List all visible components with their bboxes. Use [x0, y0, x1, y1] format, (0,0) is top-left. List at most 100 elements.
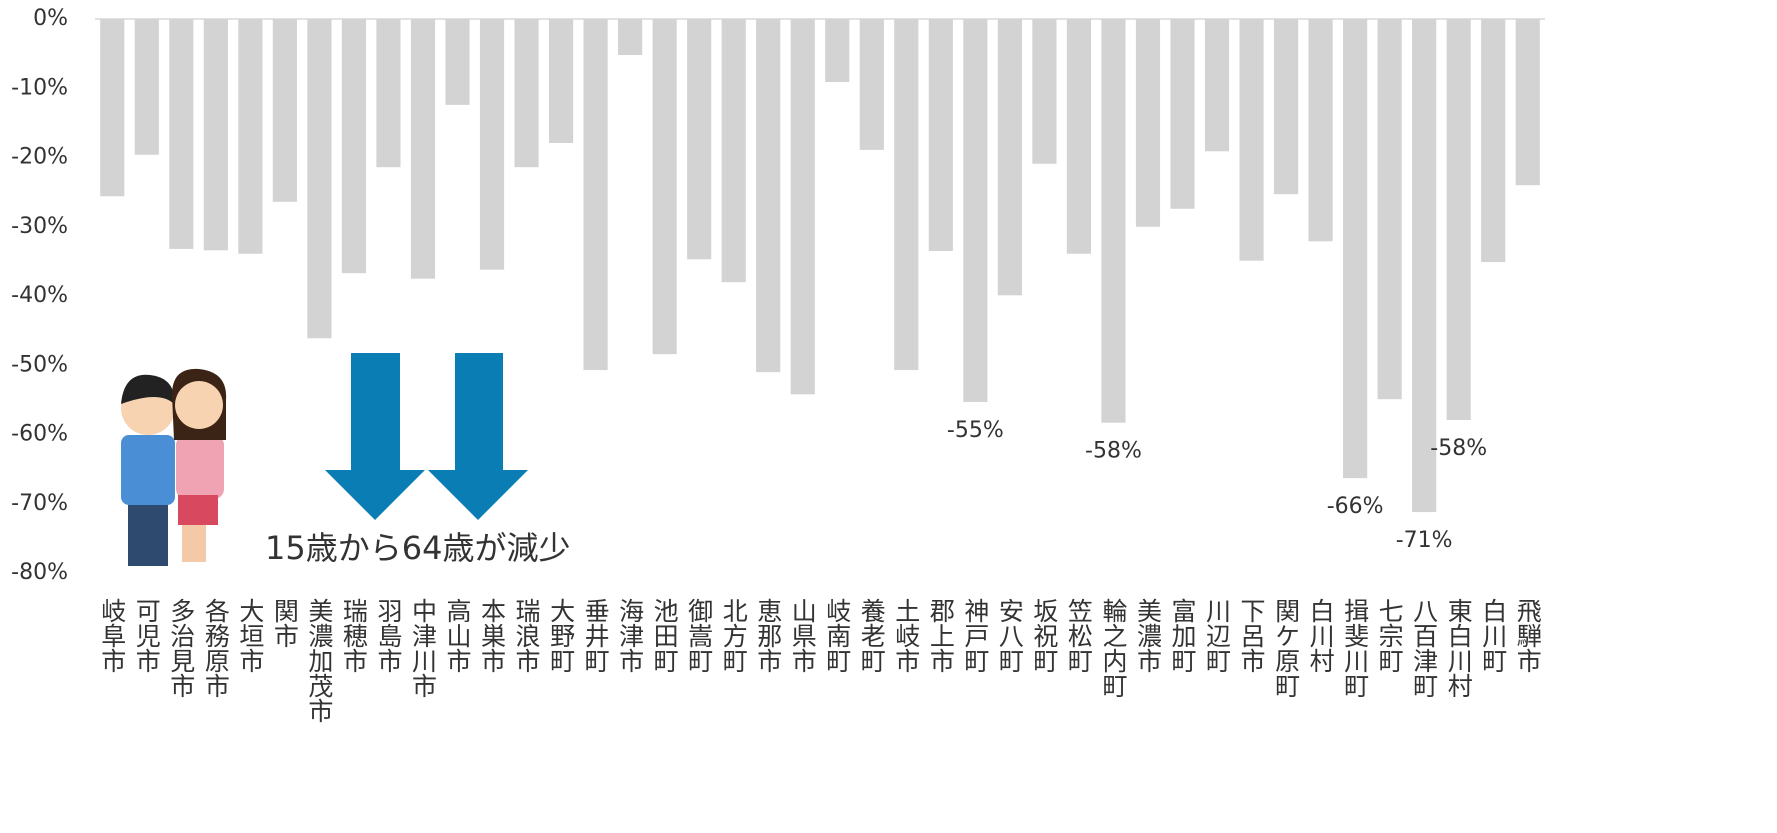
- x-tick-label: 岐阜市: [98, 598, 127, 673]
- x-tick-label: 垂井町: [581, 598, 610, 673]
- value-label: -66%: [1327, 494, 1384, 519]
- y-tick-label: -50%: [11, 352, 68, 377]
- bar: [652, 19, 677, 355]
- bar: [1239, 19, 1264, 261]
- bar: [1515, 19, 1540, 186]
- couple-illustration: [121, 368, 227, 566]
- x-tick-label: 関ケ原町: [1272, 598, 1301, 698]
- x-tick-label: 郡上市: [926, 598, 955, 673]
- bar: [1170, 19, 1195, 209]
- x-tick-label: 東白川村: [1444, 598, 1473, 698]
- bar: [963, 19, 988, 402]
- bar: [997, 19, 1022, 296]
- x-tick-label: 山県市: [788, 598, 817, 673]
- x-tick-label: 神戸町: [961, 598, 990, 673]
- bar: [1412, 19, 1437, 513]
- bar: [790, 19, 815, 395]
- bar: [548, 19, 574, 143]
- x-tick-label: 坂祝町: [1030, 598, 1059, 673]
- x-tick-label: 御嵩町: [685, 598, 714, 673]
- x-tick-label: 輪之内町: [1099, 598, 1128, 698]
- x-tick-label: 多治見市: [167, 598, 196, 698]
- y-tick-label: -70%: [11, 491, 68, 516]
- bar: [721, 19, 746, 283]
- bar: [1032, 19, 1057, 164]
- x-tick-label: 岐南町: [823, 598, 852, 673]
- down-arrows: [325, 353, 528, 520]
- bar: [894, 19, 919, 371]
- x-tick-label: 八百津町: [1410, 598, 1439, 698]
- bar: [514, 19, 539, 168]
- x-tick-label: 関市: [270, 598, 299, 648]
- bar: [583, 19, 608, 371]
- y-tick-label: -20%: [11, 145, 68, 170]
- bar: [341, 19, 367, 274]
- x-tick-label: 大野町: [547, 598, 576, 673]
- x-tick-label: 海津市: [616, 598, 645, 673]
- x-tick-label: 安八町: [995, 598, 1024, 673]
- x-tick-label: 各務原市: [201, 598, 230, 698]
- y-tick-label: -40%: [11, 283, 68, 308]
- bar: [687, 19, 712, 260]
- x-tick-label: 瑞浪市: [512, 598, 541, 673]
- bar: [376, 19, 401, 168]
- x-tick-label: 土岐市: [892, 598, 921, 673]
- x-tick-label: 揖斐川町: [1341, 598, 1370, 698]
- x-tick-label: 瑞穂市: [339, 598, 368, 673]
- bar: [618, 19, 643, 56]
- bar: [479, 19, 505, 270]
- value-label: -55%: [947, 418, 1004, 443]
- bar: [100, 19, 125, 197]
- bar: [1308, 19, 1333, 242]
- x-tick-label: 北方町: [719, 598, 748, 673]
- bar: [1066, 19, 1092, 254]
- x-tick-label: 養老町: [857, 598, 886, 673]
- value-label: -71%: [1396, 528, 1453, 553]
- x-tick-label: 本巣市: [478, 598, 507, 673]
- bar: [1204, 19, 1230, 152]
- bar: [272, 19, 297, 202]
- x-tick-label: 笠松町: [1064, 598, 1093, 673]
- x-tick-label: 七宗町: [1375, 598, 1404, 673]
- bar: [445, 19, 470, 105]
- x-tick-label: 富加町: [1168, 598, 1197, 673]
- bar: [1101, 19, 1126, 423]
- x-tick-label: 中津川市: [408, 598, 437, 698]
- bar: [1377, 19, 1402, 400]
- bar: [859, 19, 884, 150]
- y-tick-label: -80%: [11, 560, 68, 585]
- x-tick-label: 池田町: [650, 598, 679, 673]
- bar: [756, 19, 781, 373]
- x-tick-label: 高山市: [443, 598, 472, 673]
- bar: [1343, 19, 1368, 479]
- annotation: 15歳から64歳が減少: [265, 529, 570, 567]
- bar: [928, 19, 953, 251]
- y-tick-label: -30%: [11, 214, 68, 239]
- x-tick-label: 美濃市: [1133, 598, 1162, 673]
- x-tick-label: 恵那市: [754, 598, 783, 673]
- bar: [1446, 19, 1471, 420]
- x-tick-label: 飛騨市: [1513, 598, 1542, 673]
- bar: [134, 19, 159, 155]
- x-tick-label: 白川町: [1479, 598, 1508, 673]
- bar: [307, 19, 332, 339]
- bar: [1273, 19, 1299, 195]
- bar: [1481, 19, 1506, 263]
- x-tick-label: 川辺町: [1203, 598, 1232, 673]
- x-tick-label: 羽島市: [374, 598, 403, 673]
- bar: [410, 19, 436, 279]
- x-tick-label: 大垣市: [236, 598, 265, 673]
- x-tick-label: 美濃加茂市: [305, 598, 334, 723]
- x-tick-label: 可児市: [132, 598, 161, 673]
- y-tick-label: -60%: [11, 422, 68, 447]
- x-tick-label: 白川村: [1306, 598, 1335, 673]
- y-tick-label: 0%: [33, 6, 68, 31]
- bar: [1135, 19, 1161, 227]
- value-label: -58%: [1085, 439, 1142, 464]
- bar: [825, 19, 850, 83]
- bar: [203, 19, 228, 251]
- x-tick-label: 下呂市: [1237, 598, 1266, 673]
- y-tick-label: -10%: [11, 75, 68, 100]
- bar: [238, 19, 263, 254]
